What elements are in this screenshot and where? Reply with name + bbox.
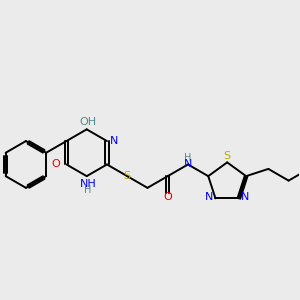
Text: NH: NH [80, 179, 97, 189]
Text: N: N [184, 159, 192, 170]
Text: S: S [224, 151, 231, 161]
Text: O: O [52, 159, 60, 170]
Text: N: N [241, 192, 250, 202]
Text: H: H [84, 185, 92, 196]
Text: N: N [110, 136, 118, 146]
Text: H: H [184, 153, 192, 164]
Text: S: S [124, 171, 131, 181]
Text: OH: OH [80, 117, 97, 127]
Text: N: N [205, 192, 214, 202]
Text: O: O [164, 193, 172, 202]
